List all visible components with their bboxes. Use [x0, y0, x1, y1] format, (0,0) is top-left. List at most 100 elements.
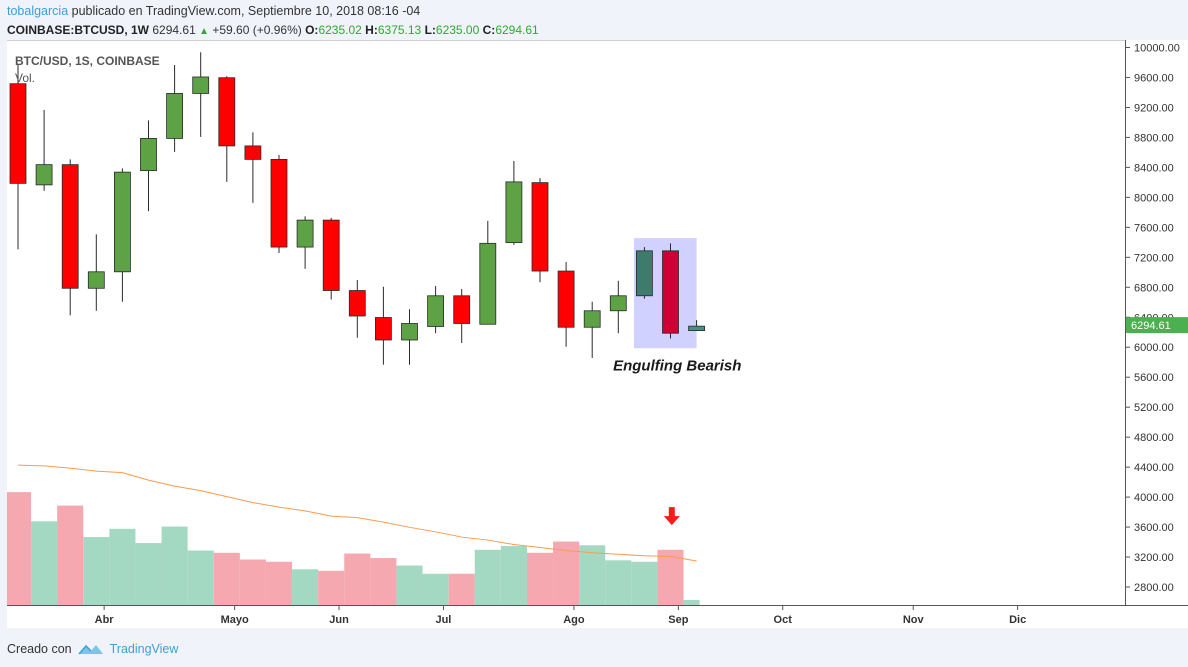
- up-triangle-icon: ▲: [199, 26, 209, 37]
- candle-body: [505, 181, 523, 243]
- candle: [270, 154, 288, 254]
- candle-body: [401, 323, 418, 341]
- volume-bar: [370, 558, 397, 606]
- price-tick-label: 4400.00: [1134, 462, 1174, 474]
- candle: [296, 216, 314, 269]
- price-axis[interactable]: 10000.00 9600.00 9200.00 8800.00 8400.00 8000…: [1125, 40, 1188, 605]
- volume-bar: [135, 543, 162, 606]
- candle-body: [166, 93, 184, 139]
- candle: [192, 52, 210, 137]
- high-label: H:: [365, 23, 378, 37]
- volume-bar: [553, 541, 580, 606]
- volume-bar: [500, 546, 527, 606]
- candle-body: [87, 271, 105, 289]
- price-tick-label: 2800.00: [1134, 582, 1174, 594]
- price-tick-label: 8000.00: [1134, 192, 1174, 204]
- price-tick-label: 4800.00: [1134, 432, 1174, 444]
- candle: [401, 309, 418, 365]
- volume-bar: [657, 549, 684, 606]
- candle-body: [453, 295, 471, 324]
- last-price: 6294.61: [152, 23, 196, 37]
- candle: [218, 76, 236, 182]
- candle: [505, 160, 523, 245]
- volume-bar: [318, 570, 345, 606]
- volume-bar: [109, 528, 136, 606]
- candle: [609, 280, 627, 334]
- candle-body: [531, 182, 549, 272]
- arrow-shape: [663, 507, 680, 526]
- candle-body: [218, 77, 236, 147]
- price-tick-label: 6000.00: [1134, 342, 1174, 354]
- price-tick-label: 3600.00: [1134, 522, 1174, 534]
- open-value: 6235.02: [318, 23, 362, 37]
- down-arrow-icon: [663, 507, 680, 526]
- candle: [427, 286, 445, 334]
- author-link[interactable]: tobalgarcia: [7, 4, 69, 18]
- candle-body: [322, 219, 340, 291]
- time-tick-label: Mayo: [221, 614, 249, 626]
- candle: [166, 64, 184, 152]
- candle: [583, 301, 601, 358]
- candle: [61, 159, 79, 316]
- created-with-label: Creado con: [7, 642, 72, 656]
- open-label: O:: [305, 23, 319, 37]
- publish-date: publicado en TradingView.com, Septiembre…: [71, 4, 421, 18]
- candle-body: [270, 158, 288, 248]
- candle-body: [583, 310, 601, 328]
- last-price-badge: [1126, 317, 1188, 334]
- candle-body: [374, 317, 392, 341]
- candle: [531, 178, 549, 283]
- high-value: 6375.13: [377, 23, 422, 37]
- candlestick-chart[interactable]: BTC/USD, 1S, COINBASE Vol. Engulfing Bea…: [4, 41, 1125, 606]
- candle-body: [140, 138, 157, 172]
- pane-title: BTC/USD, 1S, COINBASE: [15, 54, 160, 68]
- candle-body: [688, 325, 705, 332]
- volume-bar: [579, 545, 606, 606]
- time-tick-label: Ago: [563, 614, 585, 626]
- low-label: L:: [424, 23, 436, 37]
- candle: [374, 286, 392, 365]
- time-tick-label: Nov: [903, 614, 925, 626]
- candle: [322, 217, 340, 300]
- volume-bar: [239, 559, 266, 606]
- price-tick-label: 4000.00: [1134, 492, 1174, 504]
- candle: [479, 220, 497, 325]
- close-label: C:: [482, 23, 496, 37]
- candle: [688, 320, 705, 332]
- volume-bar: [292, 569, 319, 606]
- volume-bar: [605, 560, 632, 606]
- publish-info: tobalgarcia publicado en TradingView.com…: [7, 4, 420, 18]
- price-tick-label: 5600.00: [1134, 372, 1174, 384]
- candle-body: [662, 250, 679, 334]
- volume-label: Vol.: [15, 71, 35, 85]
- time-axis-svg: Abr Mayo Jun Jul Ago Sep Oct Nov Dic: [95, 606, 1026, 626]
- chart-pane[interactable]: BTC/USD, 1S, COINBASE Vol. Engulfing Bea…: [4, 40, 1125, 606]
- price-tick-label: 8400.00: [1134, 162, 1174, 174]
- volume-bar: [526, 552, 554, 606]
- candle: [453, 289, 471, 343]
- footer: Creado con TradingView: [7, 642, 178, 656]
- price-tick-label: 8800.00: [1134, 132, 1174, 144]
- price-axis-svg: 10000.00 9600.00 9200.00 8800.00 8400.00 8000…: [1126, 42, 1188, 594]
- candle: [114, 168, 131, 302]
- low-value: 6235.00: [435, 23, 480, 37]
- candle-body: [35, 164, 53, 186]
- volume-bar: [83, 537, 110, 606]
- time-tick-label: Sep: [668, 614, 688, 626]
- candle-body: [427, 295, 445, 327]
- time-tick-label: Dic: [1009, 614, 1026, 626]
- time-axis[interactable]: Abr Mayo Jun Jul Ago Sep Oct Nov Dic: [7, 605, 1188, 628]
- tradingview-brand-link[interactable]: TradingView: [109, 642, 179, 656]
- volume-bar: [57, 505, 84, 606]
- volume-bar: [187, 550, 214, 606]
- candle-body: [9, 83, 27, 184]
- price-tick-label: 6800.00: [1134, 282, 1174, 294]
- volume-bar: [31, 521, 58, 606]
- time-tick-label: Oct: [774, 614, 793, 626]
- price-tick-label: 9600.00: [1134, 72, 1174, 84]
- candle-body: [557, 270, 575, 328]
- tradingview-logo-icon: [78, 644, 103, 655]
- candle: [348, 280, 366, 338]
- candle-body: [114, 171, 131, 273]
- symbol-label: COINBASE:BTCUSD, 1W: [7, 23, 150, 37]
